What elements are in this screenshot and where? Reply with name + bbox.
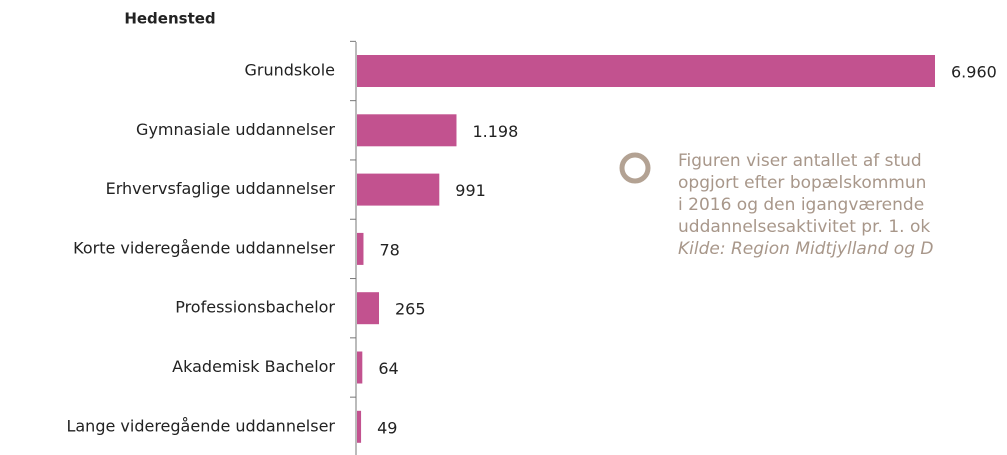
- category-label: Korte videregående uddannelser: [73, 238, 335, 257]
- bar: [357, 114, 457, 147]
- category-label: Akademisk Bachelor: [172, 357, 335, 376]
- bar: [357, 351, 363, 384]
- value-label: 265: [395, 300, 426, 319]
- category-label: Gymnasiale uddannelser: [136, 120, 335, 139]
- value-label: 1.198: [472, 122, 518, 141]
- category-label: Grundskole: [244, 61, 335, 80]
- category-label: Erhvervsfaglige uddannelser: [106, 179, 336, 198]
- chart-title: Hedensted: [124, 10, 215, 28]
- annotation-text: Figuren viser antallet af stud: [678, 151, 922, 171]
- annotation-text: opgjort efter bopælskommun: [678, 173, 926, 193]
- category-label: Lange videregående uddannelser: [66, 416, 335, 435]
- category-label: Professionsbachelor: [175, 298, 335, 317]
- value-label: 6.960: [951, 63, 997, 82]
- bar: [357, 55, 935, 87]
- value-label: 78: [379, 240, 399, 259]
- annotation-icon: [619, 152, 651, 184]
- bar: [357, 173, 440, 206]
- bar: [357, 410, 362, 443]
- value-label: 49: [377, 418, 397, 437]
- annotation-text: i 2016 og den igangværende: [678, 195, 924, 215]
- bar: [357, 292, 380, 325]
- annotation-text: Kilde: Region Midtjylland og D: [678, 239, 934, 259]
- value-label: 991: [455, 181, 486, 200]
- value-label: 64: [378, 359, 398, 378]
- annotation-text: uddannelsesaktivitet pr. 1. ok: [678, 217, 930, 237]
- bar: [357, 232, 364, 265]
